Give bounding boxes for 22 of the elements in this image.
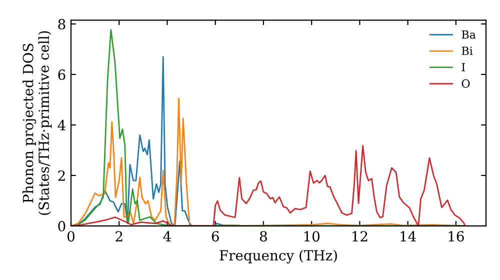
y-tick-label: 8: [58, 18, 66, 30]
x-tick-label: 16: [448, 231, 464, 242]
x-tick-label: 6: [212, 231, 219, 242]
y-tick-label: 6: [58, 69, 66, 80]
legend-label: Ba: [462, 30, 476, 39]
x-tick-label: 4: [163, 231, 171, 242]
x-axis-title: Frequency (THz): [220, 250, 337, 264]
y-tick-label: 0: [58, 220, 66, 232]
y-tick-label: 2: [58, 170, 65, 181]
line-series: [71, 144, 466, 226]
x-tick-label: 14: [400, 231, 416, 242]
y-tick-label: 4: [58, 120, 66, 130]
x-tick-label: 2: [116, 231, 122, 242]
x-tick-label: 0: [67, 231, 74, 242]
x-tick-label: 12: [352, 231, 368, 242]
legend-label: Bi: [462, 46, 473, 55]
x-tick-label: 8: [260, 231, 267, 242]
line-series: [71, 98, 466, 226]
legend-label: O: [462, 79, 470, 88]
x-tick-label: 10: [304, 231, 320, 242]
y-axis-title: Phonon projected DOS (States/THz·primitive cell): [22, 31, 52, 215]
legend-label: I: [462, 63, 465, 72]
